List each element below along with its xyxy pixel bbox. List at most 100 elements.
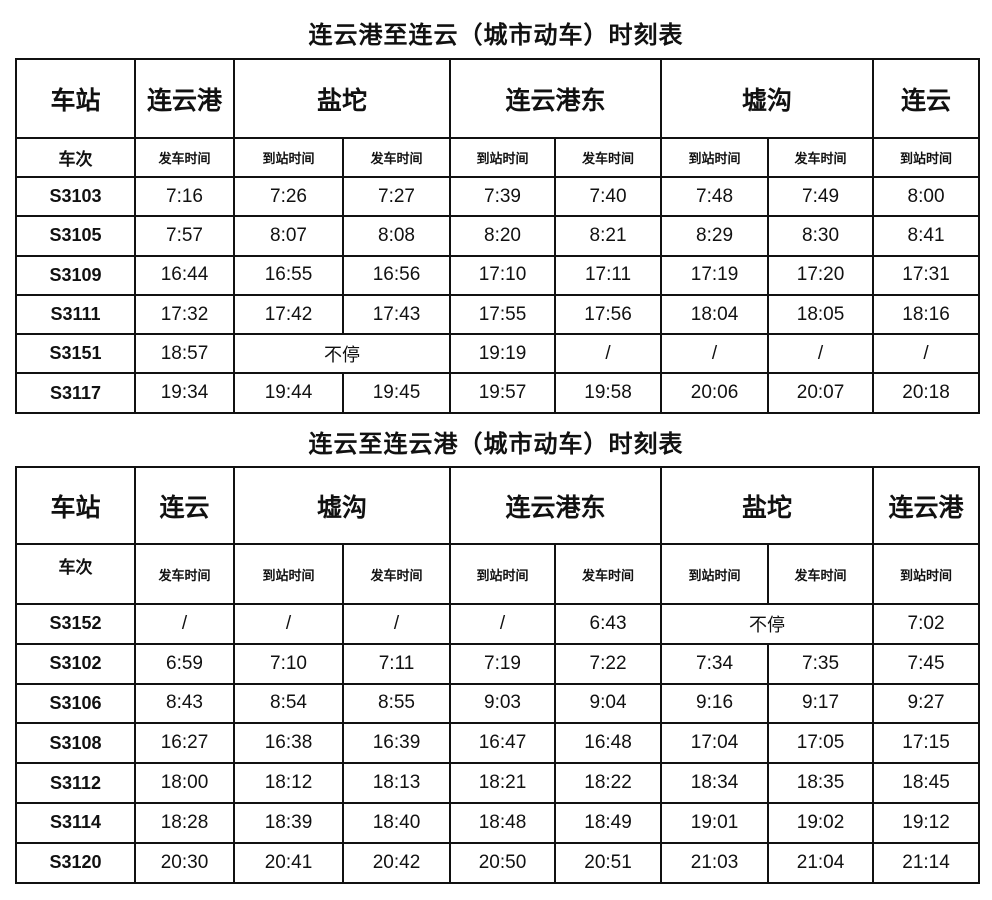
time-cell: 19:57	[449, 372, 557, 414]
station-name: 连云	[872, 58, 981, 139]
time-cell: 20:50	[449, 841, 557, 884]
table-row: S3111 17:32 17:42 17:43 17:55 17:56 18:04 18:05…	[15, 293, 981, 336]
time-cell: /	[660, 333, 770, 375]
train-number: S3152	[15, 603, 136, 645]
nonstop-cell: 不停	[232, 333, 452, 375]
time-cell: 20:41	[233, 841, 344, 884]
nonstop-cell: 不停	[660, 603, 875, 645]
time-cell: 7:48	[660, 175, 770, 218]
timetable-title-outbound: 连云港至连云（城市动车）时刻表	[308, 21, 684, 49]
table-row: S3112 18:00 18:12 18:13 18:21 18:22 18:34 18:35…	[15, 762, 981, 804]
train-number: S3112	[15, 762, 136, 804]
time-cell: 19:34	[134, 372, 235, 414]
time-type-header: 到站时间	[660, 137, 770, 178]
time-cell: 7:45	[872, 642, 981, 685]
train-number: S3103	[15, 175, 136, 218]
time-cell: 7:19	[449, 642, 557, 685]
time-cell: 7:02	[872, 603, 981, 645]
time-cell: 16:47	[449, 722, 557, 765]
train-number: S3108	[15, 722, 136, 765]
subheader-row: 车次 发车时间 到站时间 发车时间 到站时间 发车时间 到站时间 发车时间 到站时间	[15, 543, 981, 605]
time-cell: 21:14	[872, 841, 981, 884]
time-cell: 18:00	[134, 762, 235, 804]
time-cell: 17:10	[449, 254, 557, 296]
station-name: 连云港	[134, 58, 235, 139]
time-cell: 8:43	[134, 682, 235, 725]
time-cell: 8:54	[233, 682, 344, 725]
time-type-header: 发车时间	[767, 543, 875, 605]
time-type-header: 到站时间	[233, 137, 344, 178]
station-header-row: 车站 连云 墟沟 连云港东 盐坨 连云港	[15, 466, 981, 545]
time-cell: /	[341, 603, 452, 645]
time-cell: 8:08	[341, 215, 452, 257]
time-cell: 17:15	[872, 722, 981, 765]
time-cell: 7:40	[554, 175, 663, 218]
time-cell: /	[767, 333, 875, 375]
time-cell: 8:21	[554, 215, 663, 257]
time-cell: 17:56	[554, 293, 663, 336]
time-cell: 21:03	[660, 841, 770, 884]
time-cell: 20:30	[134, 841, 235, 884]
timetable-outbound: 车站 连云港 盐坨 连云港东 墟沟 连云 车次 发车时间 到站时间 发车时间 到站时间 发车时间 到站时…	[15, 58, 981, 414]
time-cell: /	[554, 333, 663, 375]
time-cell: 9:27	[872, 682, 981, 725]
time-cell: /	[449, 603, 557, 645]
time-cell: 18:05	[767, 293, 875, 336]
time-cell: 18:35	[767, 762, 875, 804]
time-cell: 18:13	[341, 762, 452, 804]
train-number: S3106	[15, 682, 136, 725]
station-name: 墟沟	[660, 58, 875, 139]
time-cell: 9:04	[554, 682, 663, 725]
train-number: S3109	[15, 254, 136, 296]
timetable-title-inbound: 连云至连云港（城市动车）时刻表	[308, 430, 684, 458]
time-cell: 20:51	[554, 841, 663, 884]
time-cell: 17:11	[554, 254, 663, 296]
time-cell: 8:20	[449, 215, 557, 257]
time-cell: 17:32	[134, 293, 235, 336]
time-cell: 9:16	[660, 682, 770, 725]
time-cell: 7:16	[134, 175, 235, 218]
time-type-header: 发车时间	[767, 137, 875, 178]
time-cell: 6:43	[554, 603, 663, 645]
station-name: 连云港东	[449, 58, 663, 139]
time-cell: 9:03	[449, 682, 557, 725]
time-cell: 7:49	[767, 175, 875, 218]
time-type-header: 发车时间	[554, 543, 663, 605]
time-type-header: 到站时间	[872, 543, 981, 605]
time-cell: 18:34	[660, 762, 770, 804]
time-cell: 17:19	[660, 254, 770, 296]
time-cell: 7:22	[554, 642, 663, 685]
time-cell: 8:41	[872, 215, 981, 257]
time-cell: 8:29	[660, 215, 770, 257]
time-cell: 18:49	[554, 801, 663, 844]
time-cell: 18:48	[449, 801, 557, 844]
time-cell: 18:39	[233, 801, 344, 844]
table-row: S3120 20:30 20:41 20:42 20:50 20:51 21:03 21:04…	[15, 841, 981, 884]
table-row: S3103 7:16 7:26 7:27 7:39 7:40 7:48 7:49 8:00	[15, 175, 981, 218]
time-type-header: 发车时间	[134, 137, 235, 178]
train-number: S3117	[15, 372, 136, 414]
time-cell: 19:45	[341, 372, 452, 414]
time-cell: 17:20	[767, 254, 875, 296]
timetable-inbound: 车站 连云 墟沟 连云港东 盐坨 连云港 车次 发车时间 到站时间 发车时间 到站时间 发车时间 到站时…	[15, 466, 981, 884]
time-cell: 17:04	[660, 722, 770, 765]
table-row: S3114 18:28 18:39 18:40 18:48 18:49 19:01 19:02…	[15, 801, 981, 844]
time-type-header: 发车时间	[341, 543, 452, 605]
time-type-header: 到站时间	[660, 543, 770, 605]
time-cell: /	[134, 603, 235, 645]
table-row: S3151 18:57 不停 19:19// / /	[15, 333, 981, 375]
station-name: 连云港东	[449, 466, 663, 545]
time-cell: 17:55	[449, 293, 557, 336]
time-cell: 17:43	[341, 293, 452, 336]
train-number: S3111	[15, 293, 136, 336]
time-type-header: 到站时间	[449, 543, 557, 605]
time-cell: 7:39	[449, 175, 557, 218]
time-cell: 8:00	[872, 175, 981, 218]
station-name: 盐坨	[660, 466, 875, 545]
station-name: 连云港	[872, 466, 981, 545]
subheader-row: 车次 发车时间 到站时间 发车时间 到站时间 发车时间 到站时间 发车时间 到站时间	[15, 137, 981, 178]
time-type-header: 发车时间	[134, 543, 235, 605]
time-cell: 7:26	[233, 175, 344, 218]
train-number: S3102	[15, 642, 136, 685]
time-cell: 20:18	[872, 372, 981, 414]
